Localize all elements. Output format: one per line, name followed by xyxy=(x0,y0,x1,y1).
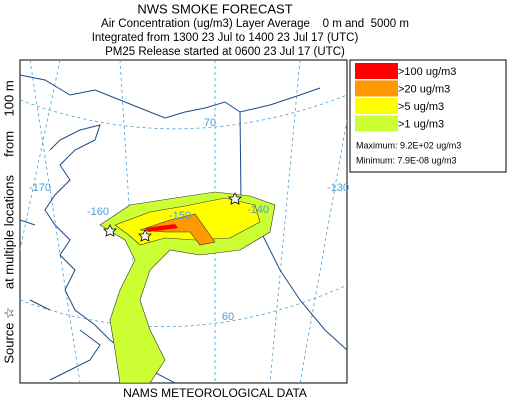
grid-label: -170 xyxy=(29,182,51,194)
grid-label: -130 xyxy=(327,182,349,194)
graticule xyxy=(20,60,61,251)
legend: Maximum: 9.2E+02 ug/m3 Minimum: 7.9E-08 … xyxy=(349,59,507,173)
map: 70 -170 -160 -150 -140 -130 60 xyxy=(19,59,349,384)
title: NWS SMOKE FORECAST xyxy=(137,1,292,16)
graticule xyxy=(29,60,81,383)
side-label: Source ☆ at multiple locations from 100 … xyxy=(1,80,16,363)
footer: NAMS METEOROLOGICAL DATA xyxy=(123,386,307,400)
subtitle: Air Concentration (ug/m3) Layer Average … xyxy=(101,18,409,30)
source-markers xyxy=(103,192,242,242)
grid-label: -160 xyxy=(87,206,109,218)
smoke-area xyxy=(139,213,216,246)
graticule xyxy=(20,284,347,327)
coastline xyxy=(20,74,347,383)
legend-swatch xyxy=(355,63,398,79)
grid-label: 70 xyxy=(204,117,216,129)
grid-label: 60 xyxy=(222,311,234,323)
subtitle: PM25 Release started at 0600 23 Jul 17 (… xyxy=(105,46,345,58)
smoke-area xyxy=(145,224,178,232)
subtitle: Integrated from 1300 23 Jul to 1400 23 J… xyxy=(92,32,359,44)
legend-maximum: Maximum: 9.2E+02 ug/m3 xyxy=(356,140,461,150)
legend-label: >5 ug/m3 xyxy=(398,101,444,113)
grid-label: -150 xyxy=(169,210,191,222)
graticule xyxy=(299,119,347,383)
graticule xyxy=(269,60,301,383)
legend-swatch xyxy=(355,80,398,97)
coastline xyxy=(49,329,101,381)
legend-minimum: Minimum: 7.9E-08 ug/m3 xyxy=(356,155,457,165)
legend-swatch xyxy=(355,115,398,132)
legend-label: >20 ug/m3 xyxy=(398,83,450,95)
grid-label: -140 xyxy=(247,204,269,216)
legend-label: >1 ug/m3 xyxy=(398,118,444,130)
legend-label: >100 ug/m3 xyxy=(398,66,456,78)
graticule xyxy=(20,94,347,130)
legend-swatch xyxy=(355,98,398,114)
